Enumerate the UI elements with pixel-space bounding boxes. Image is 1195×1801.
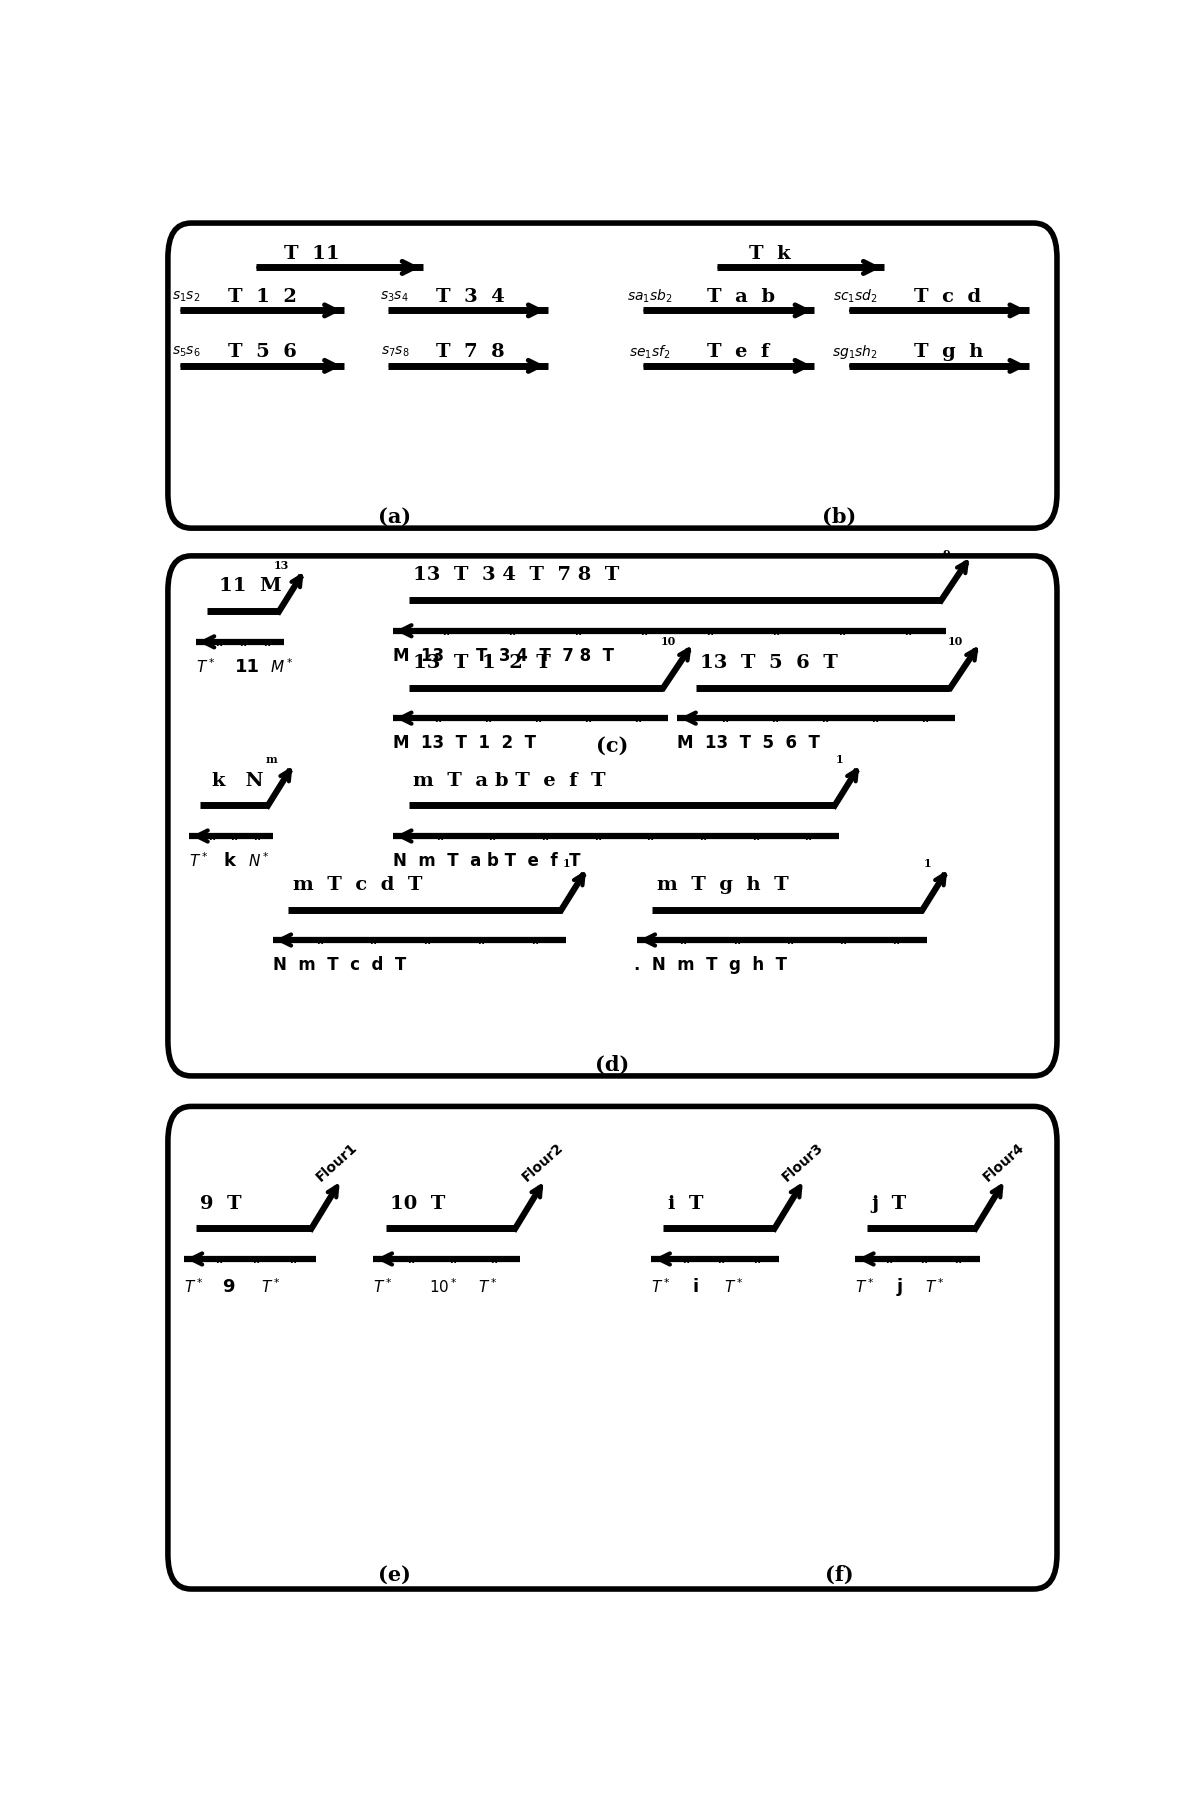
Text: k: k [223,852,235,870]
Text: k   N: k N [213,771,264,789]
Text: 10: 10 [661,636,675,647]
Text: 10  T: 10 T [390,1194,446,1212]
Text: m: m [265,755,277,765]
Text: Flour3: Flour3 [779,1140,826,1183]
Text: i  T: i T [668,1194,704,1212]
Text: $M^*$: $M^*$ [270,657,293,675]
Text: j: j [896,1277,902,1295]
Text: $T^*$: $T^*$ [925,1277,945,1297]
Text: T  c  d: T c d [914,288,981,306]
Text: $s_3s_4$: $s_3s_4$ [380,290,409,304]
Text: 13  T  5  6  T: 13 T 5 6 T [700,654,839,672]
Text: j  T: j T [872,1194,907,1212]
Text: $T^*$: $T^*$ [261,1277,280,1297]
Text: M  13: M 13 [393,647,445,665]
Text: $T^*$: $T^*$ [374,1277,393,1297]
FancyBboxPatch shape [167,223,1056,528]
Text: T  7  8: T 7 8 [436,342,505,360]
Text: M  13  T  5  6  T: M 13 T 5 6 T [678,735,820,753]
Text: (b): (b) [822,508,857,528]
FancyBboxPatch shape [167,1106,1056,1588]
Text: $sa_1sb_2$: $sa_1sb_2$ [626,288,673,304]
Text: N  m  T  c  d  T: N m T c d T [272,956,406,974]
Text: $sg_1sh_2$: $sg_1sh_2$ [832,342,878,360]
Text: 9  T: 9 T [201,1194,241,1212]
Text: $N^*$: $N^*$ [249,852,270,870]
Text: T  k: T k [749,245,791,263]
Text: (d): (d) [595,1055,630,1075]
Text: Flour4: Flour4 [980,1140,1027,1183]
Text: T  3 4  T  7 8  T: T 3 4 T 7 8 T [477,647,614,665]
Text: $T^*$: $T^*$ [856,1277,875,1297]
Text: (f): (f) [825,1565,853,1585]
FancyBboxPatch shape [167,557,1056,1075]
Text: 10: 10 [948,636,963,647]
Text: T  3  4: T 3 4 [436,288,505,306]
Text: $s_1s_2$: $s_1s_2$ [172,290,201,304]
Text: $T^*$: $T^*$ [724,1277,743,1297]
Text: 13  T  3 4  T  7 8  T: 13 T 3 4 T 7 8 T [413,566,620,584]
Text: T  1  2: T 1 2 [228,288,298,306]
Text: T  5  6: T 5 6 [228,342,298,360]
Text: .  N  m  T  g  h  T: . N m T g h T [633,956,786,974]
Text: $T^*$: $T^*$ [189,852,209,870]
Text: T  g  h: T g h [914,342,983,360]
Text: (a): (a) [379,508,411,528]
Text: 1: 1 [563,859,570,870]
Text: $T^*$: $T^*$ [196,657,215,675]
Text: $T^*$: $T^*$ [651,1277,670,1297]
Text: (c): (c) [596,737,629,756]
Text: 11  M: 11 M [219,578,282,596]
Text: T  e  f: T e f [707,342,770,360]
Text: i: i [693,1277,699,1295]
Text: $s_7s_8$: $s_7s_8$ [380,344,409,358]
Text: $s_5s_6$: $s_5s_6$ [172,344,201,358]
Text: m  T  g  h  T: m T g h T [657,875,789,893]
Text: M  13  T  1  2  T: M 13 T 1 2 T [393,735,535,753]
Text: $sc_1sd_2$: $sc_1sd_2$ [833,288,877,304]
Text: 1: 1 [835,755,844,765]
Text: $se_1sf_2$: $se_1sf_2$ [629,344,670,360]
Text: $10^*$: $10^*$ [429,1277,458,1297]
Text: $T^*$: $T^*$ [184,1277,203,1297]
Text: 13: 13 [274,560,289,571]
Text: 9: 9 [942,549,950,560]
Text: Flour2: Flour2 [520,1140,566,1183]
Text: 11: 11 [234,657,259,675]
Text: Flour1: Flour1 [313,1140,360,1183]
Text: $T^*$: $T^*$ [478,1277,498,1297]
Text: N  m  T  a b T  e  f  T: N m T a b T e f T [393,852,581,870]
Text: (e): (e) [379,1565,411,1585]
Text: T  a  b: T a b [707,288,774,306]
Text: T  11: T 11 [283,245,339,263]
Text: m  T  c  d  T: m T c d T [293,875,422,893]
Text: 13  T  1  2  T: 13 T 1 2 T [413,654,551,672]
Text: 9: 9 [222,1277,234,1295]
Text: 1: 1 [924,859,931,870]
Text: m  T  a b T  e  f  T: m T a b T e f T [413,771,606,789]
